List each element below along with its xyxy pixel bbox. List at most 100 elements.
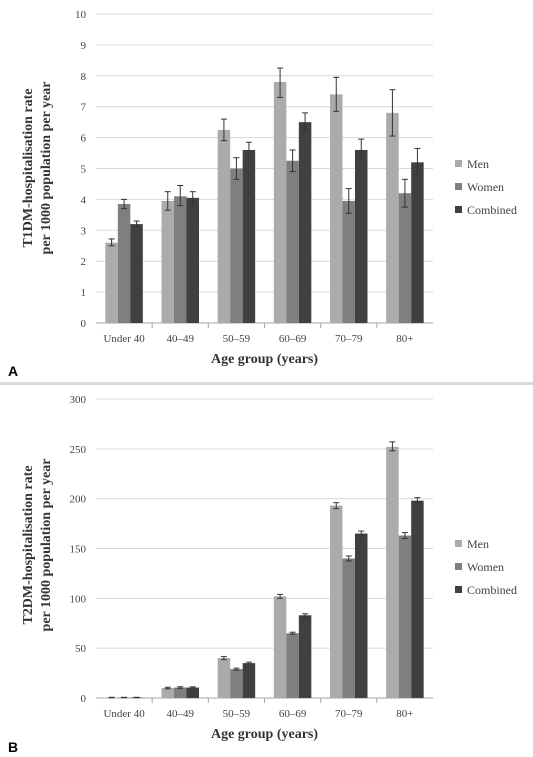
x-tick-label: 60–69 (279, 708, 307, 720)
x-tick-label: 60–69 (279, 333, 307, 345)
x-axis-title: Age group (years) (211, 352, 318, 367)
bar (411, 500, 424, 698)
bar (130, 224, 143, 323)
bar (386, 446, 399, 698)
bar (330, 505, 343, 698)
error-bar (302, 613, 309, 618)
bar (355, 533, 368, 698)
legend-label: Combined (467, 583, 517, 597)
y-tick-label: 150 (70, 544, 87, 556)
bar (330, 94, 343, 323)
bar (342, 558, 355, 698)
error-bar (108, 238, 115, 247)
x-tick-label: 40–49 (167, 333, 195, 345)
error-bar (164, 191, 171, 211)
error-bar (414, 147, 421, 176)
bar (242, 149, 256, 323)
error-bar (333, 76, 340, 112)
chart-panel-a: 0 1 2 3 4 5 6 7 8 9 10 Under 40 40–49 50–59 60–69 70–79… (8, 9, 517, 379)
bar (298, 122, 312, 324)
error-bar (358, 138, 365, 160)
error-bar (189, 686, 196, 689)
x-axis-title: Age group (years) (211, 727, 318, 742)
y-tick-label: 6 (81, 133, 87, 145)
t2dm-chart: 0 50 100 150 200 250 300 Under 40 40–49 50–59 60–6… (8, 394, 517, 755)
legend-label: Men (467, 537, 489, 551)
y-axis-title: T1DM-hospitalisation rate (21, 88, 36, 247)
x-tick-label: 80+ (396, 708, 413, 720)
y-tick-label: 10 (75, 9, 87, 21)
y-tick-label: 4 (81, 194, 87, 206)
x-tick-label: 50–59 (223, 333, 251, 345)
error-bar (177, 184, 184, 207)
bar (298, 615, 312, 698)
panel-letter: A (8, 363, 18, 379)
y-tick-label: 250 (70, 444, 87, 456)
bar (411, 162, 424, 323)
chart-panel-b: 0 50 100 150 200 250 300 Under 40 40–49 50–59 60–6… (0, 385, 533, 757)
error-bar (401, 178, 408, 208)
error-bar (177, 686, 184, 689)
x-tick-label: 50–59 (223, 708, 251, 720)
y-tick-label: 0 (81, 318, 87, 330)
bar (174, 687, 187, 698)
x-tick-label: 40–49 (167, 708, 195, 720)
y-axis-title: T2DM-hospitalisation rate (21, 465, 36, 624)
bar (230, 669, 243, 698)
error-bar (189, 191, 196, 205)
error-bar (358, 530, 365, 537)
legend-swatch (455, 183, 462, 190)
legend-swatch (455, 540, 462, 547)
bar (217, 129, 231, 323)
bar (230, 168, 243, 323)
bar (355, 149, 368, 323)
bar (398, 535, 412, 698)
x-tick-label: Under 40 (103, 333, 145, 345)
error-bar (277, 67, 284, 98)
error-bar (289, 149, 296, 173)
y-tick-label: 5 (81, 164, 87, 176)
bar (273, 596, 287, 698)
error-bar (277, 593, 284, 599)
t1dm-chart: 0 1 2 3 4 5 6 7 8 9 10 Under 40 40–49 50–59 60–69 70–79… (8, 9, 517, 379)
legend-swatch (455, 206, 462, 213)
error-bar (233, 157, 240, 180)
y-tick-label: 9 (81, 40, 87, 52)
error-bar (414, 497, 421, 504)
y-tick-label: 8 (81, 71, 87, 83)
bar (161, 200, 174, 323)
panel-divider (0, 382, 533, 385)
error-bar (389, 441, 396, 452)
x-tick-label: Under 40 (103, 708, 145, 720)
bar (286, 633, 299, 698)
error-bar (121, 198, 128, 210)
bar (273, 81, 287, 323)
bar (105, 242, 118, 323)
legend-swatch (455, 563, 462, 570)
bar (398, 193, 412, 323)
y-tick-label: 2 (81, 256, 87, 268)
error-bar (164, 686, 171, 690)
y-tick-label: 7 (81, 102, 87, 114)
error-bar (389, 89, 396, 137)
legend-label: Women (467, 180, 504, 194)
y-tick-label: 3 (81, 225, 87, 237)
error-bar (345, 555, 352, 562)
bar (286, 160, 299, 323)
legend-label: Women (467, 560, 504, 574)
error-bar (245, 141, 252, 159)
bar (161, 688, 174, 698)
bar (174, 196, 187, 323)
error-bar (345, 188, 352, 214)
bar (242, 663, 256, 698)
error-bar (302, 112, 309, 132)
y-axis-title: per 1000 population per year (39, 459, 54, 632)
y-tick-label: 100 (70, 593, 87, 605)
error-bar (289, 631, 296, 635)
bar (186, 197, 199, 323)
error-bar (233, 667, 240, 671)
x-tick-label: 70–79 (335, 333, 363, 345)
legend-label: Men (467, 157, 489, 171)
x-tick-label: 80+ (396, 333, 413, 345)
y-tick-label: 200 (70, 494, 87, 506)
